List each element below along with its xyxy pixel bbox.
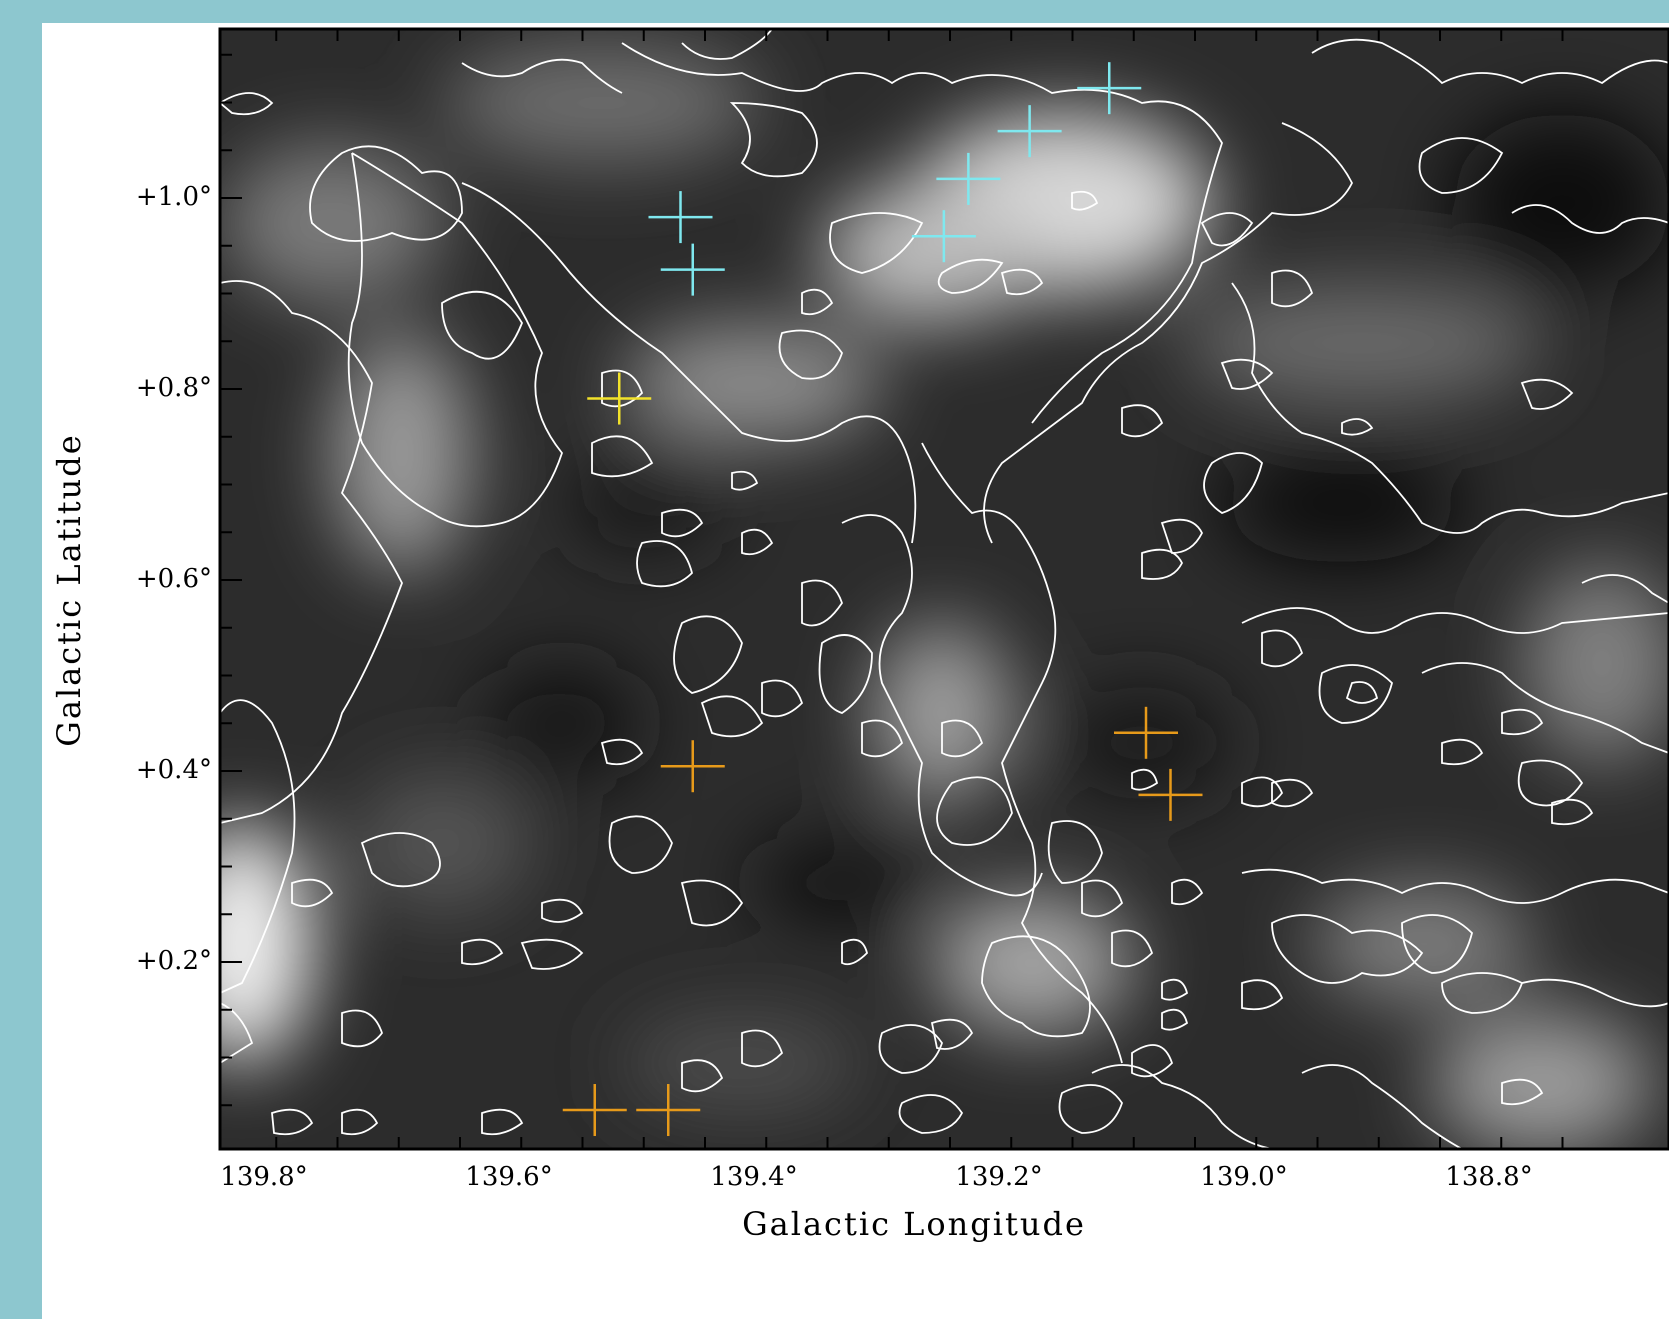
orange-cross-marker	[1114, 706, 1178, 759]
cyan-cross-marker	[648, 191, 713, 244]
galactic-map-figure: +1.0° +0.8° +0.6° +0.4° +0.2° 139.8° 139…	[50, 27, 1669, 1243]
y-tick-label: +0.8°	[136, 373, 212, 403]
x-tick-label: 138.8°	[1445, 1162, 1532, 1192]
plot-frame	[218, 27, 1669, 1151]
yellow-cross-marker	[587, 372, 652, 425]
x-tick-label: 139.0°	[1200, 1162, 1287, 1192]
y-tick-label: +0.6°	[136, 564, 212, 594]
x-tick-label: 139.2°	[955, 1162, 1042, 1192]
cyan-cross-marker	[911, 210, 976, 263]
cyan-cross-marker	[997, 105, 1062, 158]
cyan-cross-marker	[1077, 62, 1142, 115]
x-tick-labels: 139.8° 139.6° 139.4° 139.2° 139.0° 138.8…	[220, 1162, 1532, 1192]
orange-cross-marker	[1138, 768, 1203, 821]
axis-ticks	[220, 29, 1564, 1149]
y-tick-label: +1.0°	[136, 182, 212, 212]
x-tick-label: 139.4°	[710, 1162, 797, 1192]
y-tick-labels: +1.0° +0.8° +0.6° +0.4° +0.2°	[136, 182, 212, 976]
cyan-cross-marker	[936, 152, 1001, 205]
contour-overlay	[220, 29, 1669, 1149]
x-tick-label: 139.8°	[220, 1162, 307, 1192]
orange-cross-marker	[636, 1084, 701, 1137]
y-tick-label: +0.4°	[136, 755, 212, 785]
orange-cross-marker	[660, 740, 725, 793]
x-tick-label: 139.6°	[465, 1162, 552, 1192]
orange-cross-marker	[562, 1084, 627, 1137]
intensity-image	[220, 29, 1669, 1149]
figure-panel: +1.0° +0.8° +0.6° +0.4° +0.2° 139.8° 139…	[42, 23, 1669, 1319]
x-axis-title: Galactic Longitude	[742, 1205, 1086, 1243]
cyan-cross-marker	[660, 243, 725, 296]
y-axis-title: Galactic Latitude	[50, 433, 88, 746]
y-tick-label: +0.2°	[136, 946, 212, 976]
source-markers	[562, 62, 1203, 1137]
